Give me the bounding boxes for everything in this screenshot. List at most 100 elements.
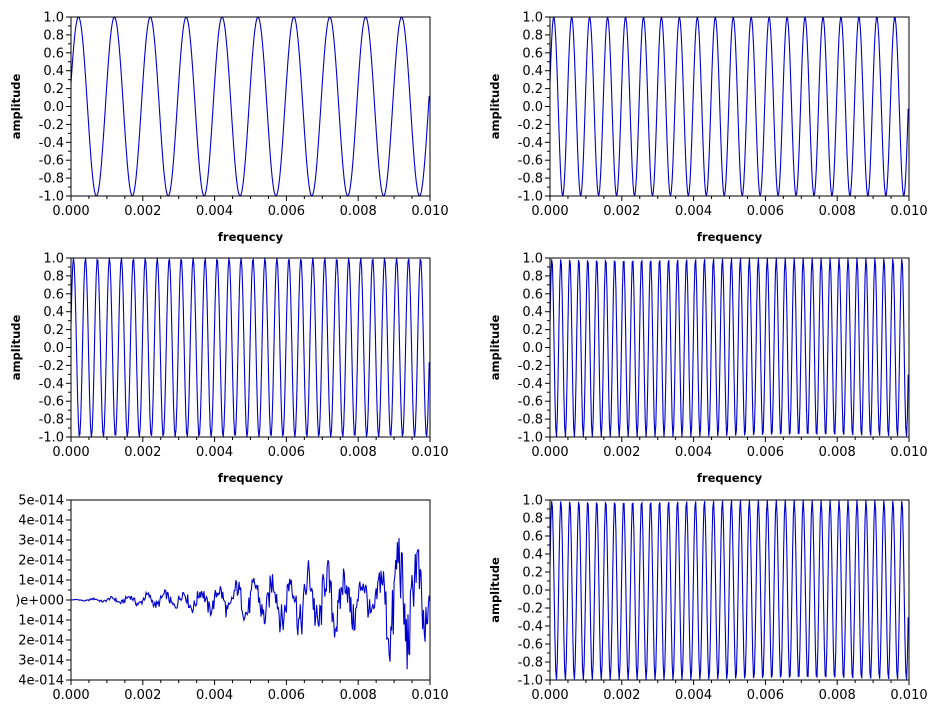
y-tick-label: -0.2 (39, 359, 64, 374)
x-tick-label: 0.000 (531, 688, 568, 703)
y-axis-label: amplitude (9, 74, 23, 140)
x-tick-label: 0.006 (268, 204, 305, 219)
y-tick-label: 3e-014 (18, 654, 64, 669)
y-tick-label: 0.8 (522, 512, 543, 527)
subplot-2: 0.000 0.002 0.004 0.006 0.008 0.010 -1.0 -0.8 -0… (488, 11, 928, 245)
y-tick-label: 0.0 (522, 100, 543, 115)
y-tick-label: 0.4 (43, 64, 64, 79)
x-tick-label: 0.000 (52, 445, 89, 460)
x-tick-label: 0.006 (747, 204, 784, 219)
y-tick-label: 0.8 (43, 269, 64, 284)
x-tick-label: 0.002 (603, 445, 640, 460)
y-tick-label: )e+000 (15, 594, 64, 609)
x-tick-label: 0.004 (675, 688, 712, 703)
y-tick-label: -0.6 (39, 154, 64, 169)
y-tick-label: 0.8 (43, 28, 64, 43)
y-tick-label: -1.0 (39, 190, 64, 205)
y-tick-label: -0.4 (39, 136, 64, 151)
y-tick-label: 0.4 (43, 305, 64, 320)
y-tick-label: -0.2 (39, 118, 64, 133)
x-tick-label: 0.008 (819, 445, 856, 460)
y-tick-label: 2e-014 (18, 554, 64, 569)
series-line-1 (71, 258, 430, 437)
y-tick-label: -0.6 (518, 154, 543, 169)
series-line-1 (550, 500, 909, 680)
y-tick-label: -0.4 (39, 377, 64, 392)
y-tick-label: 1.0 (522, 494, 543, 509)
y-tick-label: 0.0 (43, 341, 64, 356)
series-line-1 (550, 17, 909, 196)
y-tick-label: 0.8 (522, 269, 543, 284)
x-tick-label: 0.006 (747, 445, 784, 460)
y-tick-label: -0.6 (518, 638, 543, 653)
x-tick-label: 0.008 (819, 688, 856, 703)
x-tick-label: 0.010 (411, 688, 448, 703)
y-tick-label: -0.4 (518, 377, 543, 392)
y-tick-label: 1.0 (43, 252, 64, 267)
y-tick-label: 0.2 (522, 82, 543, 97)
x-tick-label: 0.000 (531, 204, 568, 219)
y-tick-label: 3e-014 (18, 534, 64, 549)
y-axis-label: amplitude (488, 557, 502, 623)
plot-frame (70, 16, 431, 197)
y-tick-label: -1.0 (518, 431, 543, 446)
subplot-1: 0.000 0.002 0.004 0.006 0.008 0.010 -1.0 -0.8 -0… (9, 11, 449, 245)
x-tick-label: 0.010 (411, 445, 448, 460)
series-line-1 (71, 17, 430, 196)
y-tick-label: -0.4 (518, 136, 543, 151)
x-tick-label: 0.002 (124, 204, 161, 219)
y-axis-label: amplitude (488, 315, 502, 381)
y-tick-label: -0.4 (518, 620, 543, 635)
y-tick-label: 4e-014 (18, 514, 64, 529)
x-tick-label: 0.010 (890, 445, 927, 460)
x-tick-label: 0.004 (675, 445, 712, 460)
x-tick-label: 0.002 (603, 204, 640, 219)
y-tick-label: 0.4 (522, 548, 543, 563)
x-tick-label: 0.004 (196, 688, 233, 703)
x-tick-label: 0.010 (890, 204, 927, 219)
y-tick-label: 0.8 (522, 28, 543, 43)
subplot-5: 0.000 0.002 0.004 0.006 0.008 0.010 4e-014 3e-0… (15, 494, 448, 704)
x-tick-label: 0.004 (196, 445, 233, 460)
y-tick-label: 0.6 (522, 530, 543, 545)
x-tick-label: 0.004 (196, 204, 233, 219)
x-tick-label: 0.000 (52, 204, 89, 219)
y-tick-label: -1.0 (518, 674, 543, 689)
plot-frame (549, 16, 910, 197)
y-tick-label: 1e-014 (18, 614, 64, 629)
x-tick-label: 0.008 (340, 204, 377, 219)
subplot-3: 0.000 0.002 0.004 0.006 0.008 0.010 -1.0 -0.8 -0… (9, 252, 449, 486)
y-tick-label: -0.8 (518, 656, 543, 671)
subplot-4: 0.000 0.002 0.004 0.006 0.008 0.010 -1.0 -0.8 -0… (488, 252, 928, 486)
x-axis-label: frequency (218, 471, 284, 485)
x-axis-label: frequency (697, 471, 763, 485)
x-tick-label: 0.002 (124, 688, 161, 703)
y-tick-label: -0.8 (518, 172, 543, 187)
x-tick-label: 0.008 (340, 445, 377, 460)
y-tick-label: 0.6 (522, 287, 543, 302)
y-tick-label: 0.4 (522, 64, 543, 79)
y-tick-label: 0.2 (522, 566, 543, 581)
y-tick-label: 0.2 (43, 82, 64, 97)
y-tick-label: 4e-014 (18, 674, 64, 689)
y-tick-label: -0.8 (39, 172, 64, 187)
x-tick-label: 0.002 (603, 688, 640, 703)
y-tick-label: 1e-014 (18, 574, 64, 589)
x-tick-label: 0.006 (747, 688, 784, 703)
y-tick-label: -0.6 (518, 395, 543, 410)
series-line-1 (550, 258, 909, 437)
y-tick-label: 5e-014 (18, 494, 64, 509)
y-tick-label: 2e-014 (18, 634, 64, 649)
y-tick-label: -0.8 (39, 413, 64, 428)
y-tick-label: 0.4 (522, 305, 543, 320)
y-tick-label: -0.8 (518, 413, 543, 428)
x-tick-label: 0.006 (268, 445, 305, 460)
x-tick-label: 0.002 (124, 445, 161, 460)
y-tick-label: -0.2 (518, 602, 543, 617)
y-tick-label: 0.6 (522, 46, 543, 61)
y-axis-label: amplitude (9, 315, 23, 381)
y-tick-label: -0.2 (518, 118, 543, 133)
x-axis-label: frequency (697, 230, 763, 244)
y-tick-label: -0.6 (39, 395, 64, 410)
